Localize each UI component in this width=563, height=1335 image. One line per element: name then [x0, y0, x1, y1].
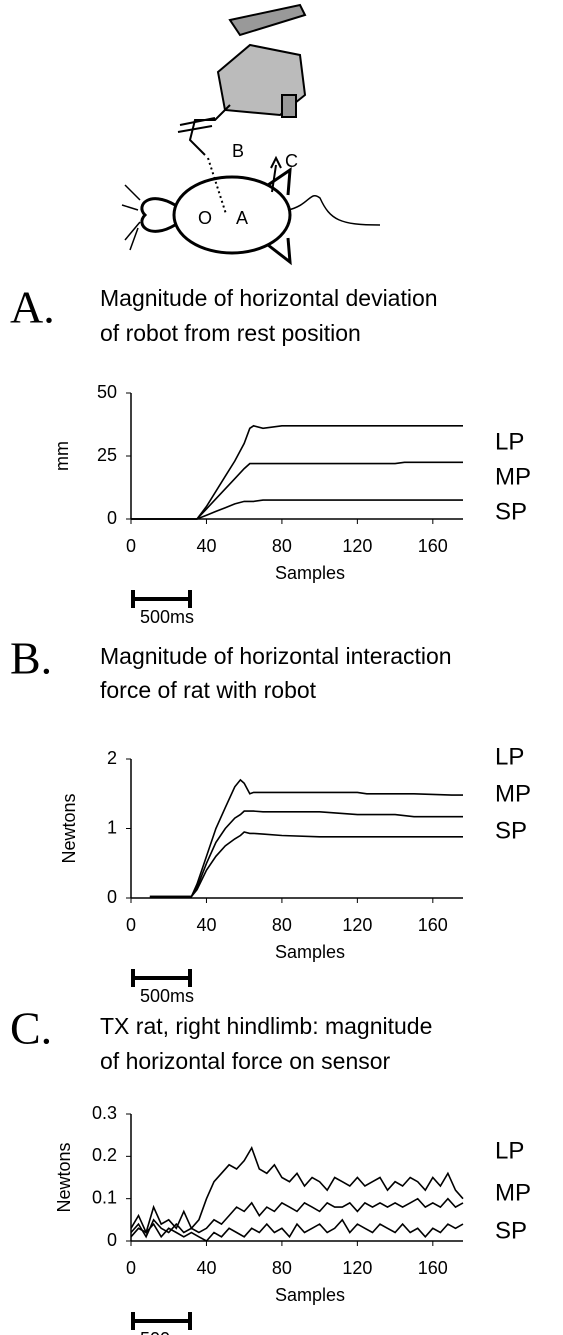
scale-bar — [131, 1312, 192, 1330]
panel-title: of horizontal force on sensor — [100, 1048, 391, 1074]
legend-label: SP — [495, 817, 527, 844]
legend-label: SP — [495, 498, 527, 525]
legend-label: LP — [495, 743, 524, 770]
x-tick-label: 40 — [196, 536, 216, 556]
x-tick-label: 160 — [418, 915, 448, 935]
panel-title: Magnitude of horizontal interaction — [100, 643, 452, 669]
legend-label: LP — [495, 428, 524, 455]
diagram — [121, 3, 381, 266]
x-axis-label: Samples — [275, 942, 345, 962]
whiskers — [121, 184, 141, 251]
x-axis-label: Samples — [275, 1285, 345, 1305]
y-tick-label: 2 — [107, 748, 117, 768]
data-line — [130, 1218, 464, 1243]
x-tick-label: 80 — [272, 536, 292, 556]
robot-top — [228, 3, 307, 37]
dotted-line — [207, 157, 227, 215]
x-tick-label: 40 — [196, 915, 216, 935]
data-line — [149, 778, 463, 898]
robot-post — [281, 94, 297, 118]
panel-label: B. — [10, 633, 52, 684]
legend-label: LP — [495, 1137, 524, 1164]
x-tick-label: 80 — [272, 1258, 292, 1278]
x-axis-label: Samples — [275, 563, 345, 583]
rat-head — [140, 197, 176, 233]
x-tick-label: 0 — [126, 1258, 136, 1278]
legend-label: MP — [495, 463, 531, 490]
y-tick-label: 1 — [107, 817, 117, 837]
data-line — [130, 1197, 464, 1239]
scale-bar — [131, 590, 192, 608]
data-line — [149, 831, 463, 898]
x-tick-label: 120 — [342, 536, 372, 556]
data-line — [131, 424, 463, 520]
arrow-c — [270, 155, 282, 193]
diagram-label: O — [198, 208, 212, 228]
data-line — [149, 810, 463, 898]
diagram-label: A — [236, 208, 248, 228]
y-axis-label: Newtons — [59, 793, 79, 863]
panel-label: A. — [10, 282, 55, 333]
scale-bar — [131, 969, 192, 987]
rat-legs — [267, 166, 292, 266]
data-line — [131, 461, 463, 520]
x-tick-label: 0 — [126, 536, 136, 556]
tail — [287, 195, 381, 226]
x-tick-label: 0 — [126, 915, 136, 935]
legend-label: MP — [495, 780, 531, 807]
data-line — [130, 1146, 464, 1235]
y-tick-label: 0.2 — [92, 1145, 117, 1165]
scale-bar-label: 500ms — [140, 607, 194, 627]
x-tick-label: 40 — [196, 1258, 216, 1278]
x-tick-label: 120 — [342, 1258, 372, 1278]
panel-title: TX rat, right hindlimb: magnitude — [100, 1013, 432, 1039]
x-tick-label: 160 — [418, 536, 448, 556]
panel-label: C. — [10, 1003, 52, 1054]
y-axis-label: Newtons — [54, 1142, 74, 1212]
robot-arm — [188, 104, 231, 156]
rat-body — [172, 175, 292, 255]
y-tick-label: 50 — [97, 382, 117, 402]
panel-title: force of rat with robot — [100, 677, 317, 703]
x-tick-label: 80 — [272, 915, 292, 935]
x-tick-label: 120 — [342, 915, 372, 935]
robot-joint — [177, 117, 216, 133]
y-tick-label: 0 — [107, 508, 117, 528]
y-tick-label: 0.1 — [92, 1187, 117, 1207]
y-axis-label: mm — [52, 441, 72, 471]
y-tick-label: 0 — [107, 1230, 117, 1250]
y-tick-label: 0 — [107, 887, 117, 907]
scale-bar-label: 500ms — [140, 1329, 194, 1335]
y-tick-label: 0.3 — [92, 1103, 117, 1123]
legend-label: SP — [495, 1217, 527, 1244]
x-tick-label: 160 — [418, 1258, 448, 1278]
legend-label: MP — [495, 1179, 531, 1206]
panel-title: Magnitude of horizontal deviation — [100, 285, 438, 311]
scale-bar-label: 500ms — [140, 986, 194, 1006]
diagram-label: B — [232, 141, 244, 161]
y-tick-label: 25 — [97, 445, 117, 465]
panel-title: of robot from rest position — [100, 320, 361, 346]
data-line — [131, 499, 463, 520]
diagram-label: C — [285, 151, 298, 171]
